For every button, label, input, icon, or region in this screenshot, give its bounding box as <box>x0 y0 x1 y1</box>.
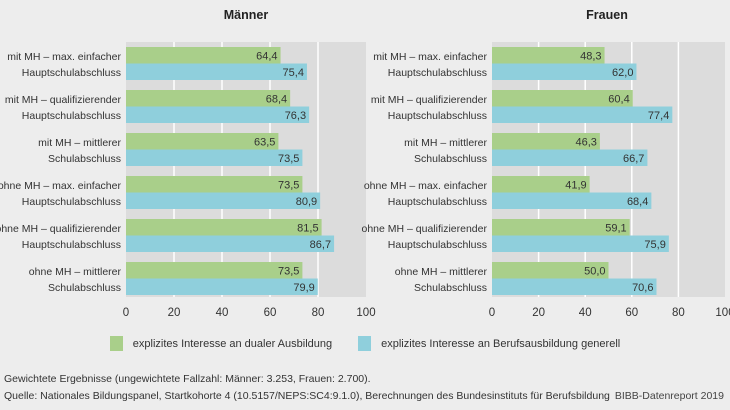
data-label: 80,9 <box>296 196 317 208</box>
bar-general <box>126 278 318 295</box>
data-label: 81,5 <box>297 223 318 235</box>
category-label-line1: mit MH – mittlerer <box>404 137 487 149</box>
category-label-line1: ohne MH – mittlerer <box>29 266 122 278</box>
bar-dual <box>126 133 279 150</box>
bar-general <box>492 149 648 166</box>
data-label: 73,5 <box>278 153 299 165</box>
x-tick-label: 100 <box>356 307 375 319</box>
data-label: 68,4 <box>627 196 648 208</box>
note-source: Quelle: Nationales Bildungspanel, Startk… <box>4 390 610 402</box>
x-tick-label: 0 <box>123 307 129 319</box>
x-tick-label: 40 <box>579 307 592 319</box>
bar-dual <box>492 262 609 279</box>
category-label-line1: ohne MH – qualifizierender <box>0 223 121 235</box>
category-label-line1: mit MH – max. einfacher <box>7 51 121 63</box>
data-label: 73,5 <box>278 266 299 278</box>
legend-swatch-dual <box>109 336 123 351</box>
category-label-line1: mit MH – max. einfacher <box>373 51 487 63</box>
category-label-line2: Hauptschulabschluss <box>388 110 487 122</box>
bar-general <box>492 106 673 123</box>
data-label: 66,7 <box>623 153 644 165</box>
credit: BIBB-Datenreport 2019 <box>614 390 724 402</box>
panel-title: Frauen <box>586 8 628 22</box>
bar-dual <box>126 176 303 193</box>
chart-svg: Männer 0 20 40 60 80 100 mit MH – max. einfache… <box>0 8 730 319</box>
category-label-line1: mit MH – qualifizierender <box>5 94 122 106</box>
bar-dual <box>126 262 303 279</box>
bar-general <box>126 63 307 80</box>
data-label: 62,0 <box>612 67 633 79</box>
data-label: 46,3 <box>575 137 596 149</box>
bar-dual <box>126 47 281 64</box>
legend-item-dual: explizites Interesse an dualer Ausbildun… <box>109 336 333 351</box>
note-weighted: Gewichtete Ergebnisse (ungewichtete Fall… <box>4 373 371 385</box>
plot-area <box>126 42 366 297</box>
data-label: 64,4 <box>256 51 277 63</box>
bar-general <box>126 192 321 209</box>
x-tick-label: 100 <box>715 307 730 319</box>
bar-dual <box>126 219 322 236</box>
bar-general <box>492 192 652 209</box>
legend-label-dual: explizites Interesse an dualer Ausbildun… <box>132 337 333 350</box>
data-label: 60,4 <box>608 94 629 106</box>
data-label: 63,5 <box>254 137 275 149</box>
data-label: 59,1 <box>605 223 626 235</box>
x-tick-label: 80 <box>312 307 325 319</box>
category-label-line1: ohne MH – mittlerer <box>395 266 488 278</box>
legend: explizites Interesse an dualer Ausbildun… <box>0 336 730 351</box>
category-label-line2: Hauptschulabschluss <box>22 239 121 251</box>
bar-general <box>492 63 637 80</box>
category-label-line2: Hauptschulabschluss <box>388 196 487 208</box>
category-label-line1: mit MH – qualifizierender <box>371 94 488 106</box>
category-label-line2: Hauptschulabschluss <box>22 110 121 122</box>
panel-title: Männer <box>224 8 269 22</box>
category-label-line1: ohne MH – qualifizierender <box>362 223 488 235</box>
data-label: 50,0 <box>584 266 605 278</box>
plot-area <box>492 42 725 297</box>
data-label: 79,9 <box>293 282 314 294</box>
bar-dual <box>126 90 291 107</box>
data-label: 68,4 <box>266 94 287 106</box>
data-label: 77,4 <box>648 110 669 122</box>
category-label-line2: Schulabschluss <box>414 153 487 165</box>
data-label: 48,3 <box>580 51 601 63</box>
bar-general <box>126 235 335 252</box>
bar-dual <box>492 90 633 107</box>
bar-general <box>492 278 657 295</box>
data-label: 75,9 <box>644 239 665 251</box>
bar-general <box>126 106 310 123</box>
legend-label-general: explizites Interesse an Berufsausbildung… <box>381 337 621 350</box>
category-label-line2: Schulabschluss <box>414 282 487 294</box>
category-label-line1: ohne MH – max. einfacher <box>364 180 488 192</box>
x-tick-label: 0 <box>489 307 495 319</box>
x-tick-label: 20 <box>532 307 545 319</box>
category-label-line2: Schulabschluss <box>48 153 121 165</box>
data-label: 70,6 <box>632 282 653 294</box>
category-label-line2: Hauptschulabschluss <box>388 67 487 79</box>
data-label: 75,4 <box>283 67 304 79</box>
category-label-line2: Schulabschluss <box>48 282 121 294</box>
legend-item-general: explizites Interesse an Berufsausbildung… <box>358 336 620 351</box>
x-tick-label: 80 <box>672 307 685 319</box>
category-label-line2: Hauptschulabschluss <box>22 196 121 208</box>
category-label-line2: Hauptschulabschluss <box>22 67 121 79</box>
bar-dual <box>492 219 630 236</box>
category-label-line2: Hauptschulabschluss <box>388 239 487 251</box>
bar-dual <box>492 47 605 64</box>
category-label-line1: ohne MH – max. einfacher <box>0 180 121 192</box>
x-tick-label: 20 <box>168 307 181 319</box>
bar-dual <box>492 176 590 193</box>
bar-general <box>492 235 669 252</box>
x-tick-label: 60 <box>625 307 638 319</box>
bar-general <box>126 149 303 166</box>
data-label: 41,9 <box>565 180 586 192</box>
category-label-line1: mit MH – mittlerer <box>38 137 121 149</box>
data-label: 73,5 <box>278 180 299 192</box>
bar-dual <box>492 133 600 150</box>
data-label: 76,3 <box>285 110 306 122</box>
data-label: 86,7 <box>310 239 331 251</box>
x-tick-label: 40 <box>216 307 229 319</box>
x-tick-label: 60 <box>264 307 277 319</box>
legend-swatch-general <box>358 336 372 351</box>
